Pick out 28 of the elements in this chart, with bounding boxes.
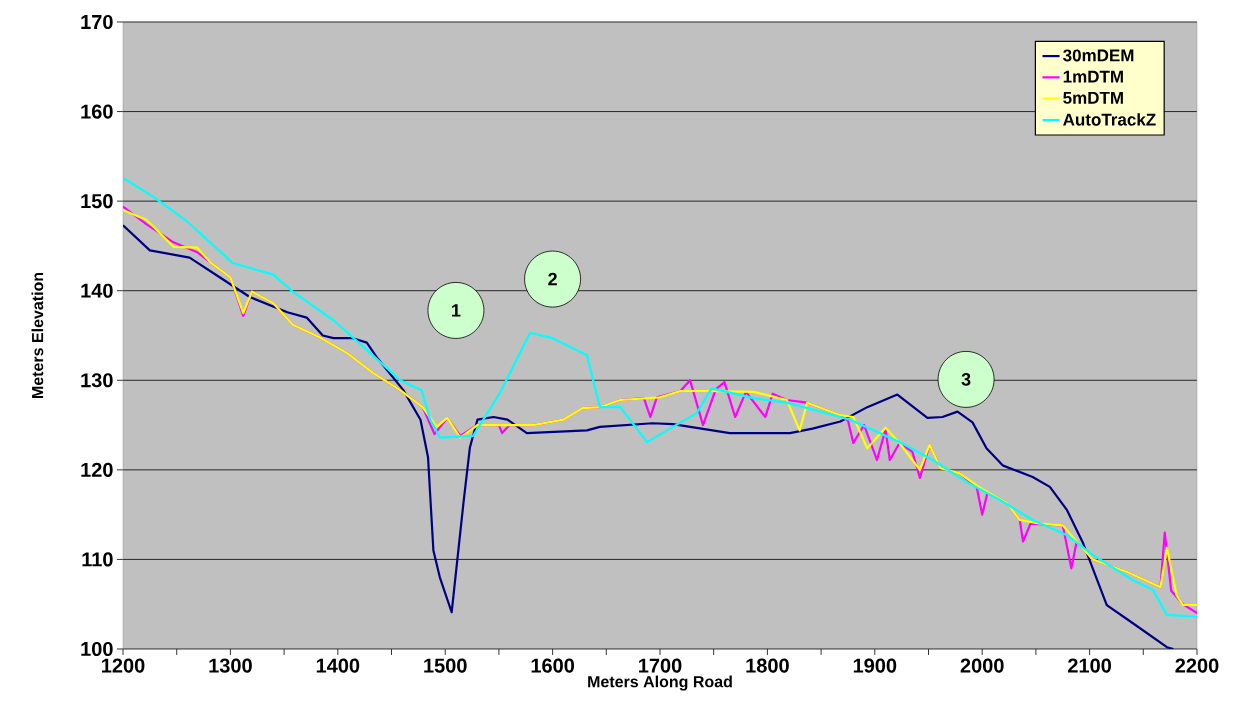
x-tick-label: 2100 bbox=[1068, 658, 1112, 673]
y-tick-label: 100 bbox=[81, 641, 113, 657]
x-tick-label: 1400 bbox=[316, 658, 360, 673]
legend-label: 5mDTM bbox=[1063, 91, 1123, 104]
legend-label: 1mDTM bbox=[1063, 70, 1123, 83]
y-axis-title: Meters Elevation bbox=[31, 272, 44, 398]
y-tick-label: 150 bbox=[81, 194, 113, 209]
y-tick-label: 120 bbox=[81, 462, 113, 477]
y-tick-label: 140 bbox=[81, 283, 113, 298]
annotation: 3 bbox=[961, 372, 971, 386]
y-tick-label: 170 bbox=[81, 14, 113, 30]
x-tick-label: 2200 bbox=[1175, 658, 1219, 673]
x-tick-label: 1300 bbox=[209, 658, 252, 673]
y-tick-label: 110 bbox=[82, 552, 113, 567]
legend-label: 30mDEM bbox=[1063, 49, 1134, 62]
annotation: 1 bbox=[452, 304, 461, 317]
y-tick-label: 130 bbox=[81, 373, 113, 388]
x-tick-label: 1900 bbox=[853, 658, 897, 673]
x-tick-label: 1600 bbox=[531, 658, 575, 673]
legend-label: AutoTrackZ bbox=[1063, 113, 1156, 126]
x-tick-label: 1200 bbox=[102, 658, 145, 673]
x-tick-label: 1700 bbox=[639, 658, 682, 673]
x-tick-label: 1500 bbox=[424, 658, 467, 673]
annotation: 2 bbox=[548, 272, 557, 286]
x-axis-title: Meters Along Road bbox=[588, 675, 732, 691]
x-tick-label: 2000 bbox=[960, 658, 1004, 673]
x-tick-label: 1800 bbox=[746, 658, 789, 673]
y-tick-label: 160 bbox=[81, 104, 113, 119]
